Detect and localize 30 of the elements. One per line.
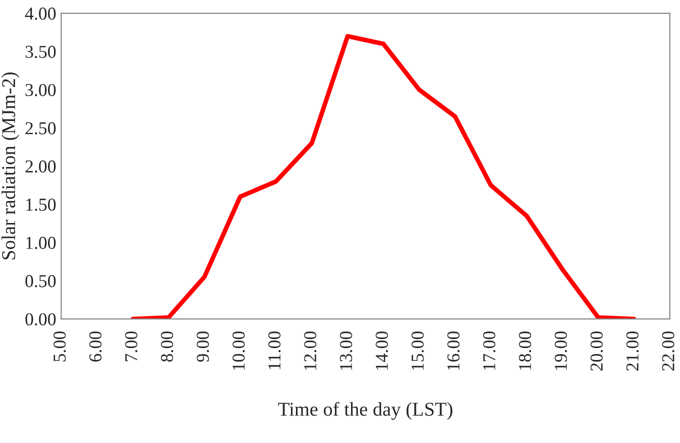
x-tick-label: 19.00 [554,331,567,370]
x-tick-label: 16.00 [447,331,460,370]
y-tick-label: 0.00 [25,313,56,326]
y-axis-title: Solar radiation (MJm-2) [2,72,20,260]
x-tick-label: 6.00 [89,331,102,362]
x-axis-title: Time of the day (LST) [278,402,452,420]
x-tick-label: 20.00 [590,331,603,371]
y-tick-label: 2.50 [26,122,56,134]
x-tick-label: 8.00 [160,331,174,362]
y-tick-label: 1.50 [26,198,56,211]
line-series [130,34,636,319]
x-tick-label: 22.00 [662,331,674,371]
y-tick-label: 0.50 [25,275,56,288]
x-tick-label: 17.00 [483,331,496,370]
y-tick-label: 3.00 [26,84,56,96]
x-tick-label: 5.00 [54,331,66,362]
x-tick-label: 18.00 [518,331,532,370]
x-tick-label: 21.00 [626,331,639,371]
y-tick-label: 3.50 [26,46,56,58]
y-tick-label: 1.00 [26,236,56,250]
y-tick-label: 4.00 [25,8,56,20]
x-tick-label: 12.00 [304,331,316,370]
y-tick-label: 2.00 [26,160,56,173]
x-tick-label: 14.00 [376,331,388,370]
x-tick-label: 13.00 [340,331,352,370]
x-tick-label: 9.00 [196,331,209,362]
x-tick-label: 11.00 [268,331,281,370]
x-tick-label: 15.00 [412,331,424,370]
x-tick-label: 7.00 [125,331,138,362]
x-tick-label: 10.00 [232,331,245,370]
